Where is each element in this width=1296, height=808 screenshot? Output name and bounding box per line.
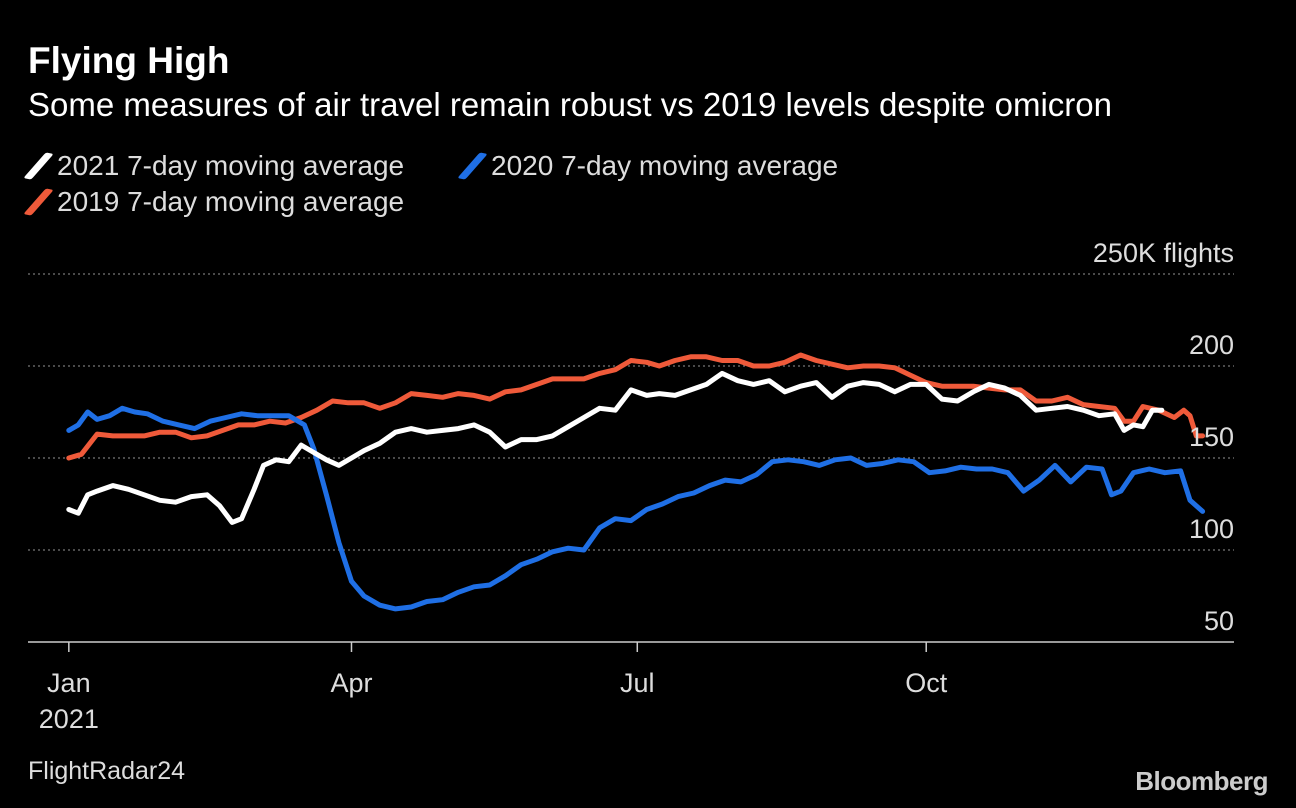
y-tick-label: 150 [1189,422,1234,452]
legend-item-2021: 2021 7-day moving average [23,150,405,182]
axis-layer: 250K flights 200 150 100 50 Jan 2021 Apr Jul Oct [28,238,1234,734]
grid-layer [28,273,1234,551]
chart-title: Flying High [28,40,230,81]
legend-item-2020: 2020 7-day moving average [457,150,839,182]
legend-label-2019: 2019 7-day moving average [57,186,405,217]
x-tick-label: Jan [47,668,91,698]
x-tick-label: Apr [330,668,372,698]
y-tick-label: 50 [1204,606,1234,636]
legend-label-2021: 2021 7-day moving average [57,150,405,181]
series-line-2019 [66,352,1206,461]
source-note: FlightRadar24 [28,757,186,785]
x-tick-label: Jul [620,668,655,698]
y-tick-label: 200 [1189,330,1234,360]
legend-label-2020: 2020 7-day moving average [491,150,839,181]
legend-item-2019: 2019 7-day moving average [23,186,405,218]
series-line-2020 [66,405,1206,612]
series-line-2021 [66,370,1165,525]
x-tick-label: Oct [905,668,948,698]
chart-subtitle: Some measures of air travel remain robus… [28,86,1112,123]
y-tick-label: 100 [1189,514,1234,544]
series-layer [66,352,1206,612]
bloomberg-logo: Bloomberg [1135,766,1268,796]
x-tick-sublabel: 2021 [39,704,99,734]
y-tick-label: 250K flights [1093,238,1234,268]
